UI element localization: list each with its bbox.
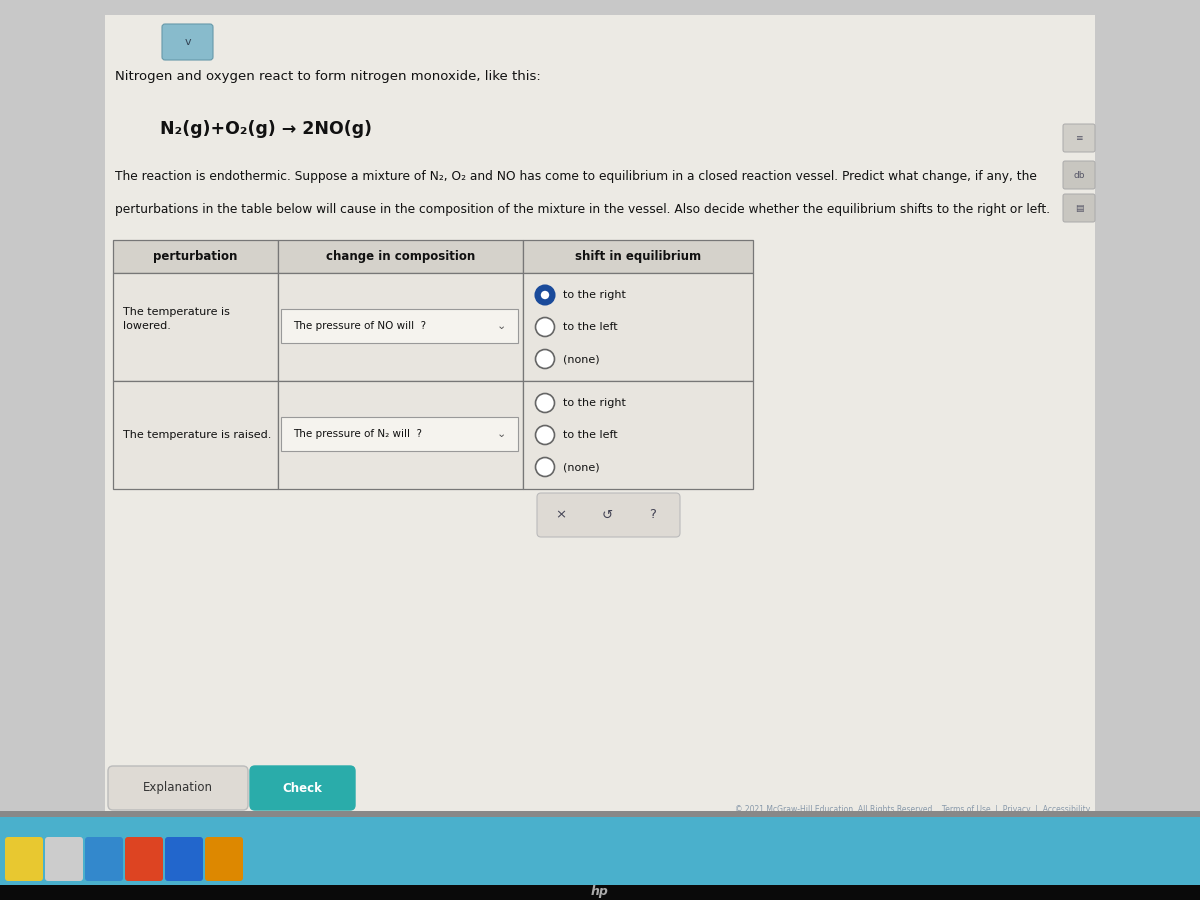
- FancyBboxPatch shape: [108, 766, 248, 810]
- Text: hp: hp: [592, 885, 608, 897]
- Text: The temperature is raised.: The temperature is raised.: [124, 430, 271, 440]
- FancyBboxPatch shape: [46, 837, 83, 881]
- FancyBboxPatch shape: [538, 493, 680, 537]
- Text: The pressure of N₂ will  ?: The pressure of N₂ will ?: [293, 429, 422, 439]
- Text: ↺: ↺: [601, 508, 612, 521]
- Bar: [113, 240, 278, 273]
- Bar: [523, 381, 754, 489]
- Text: The reaction is endothermic. Suppose a mixture of N₂, O₂ and NO has come to equi: The reaction is endothermic. Suppose a m…: [115, 170, 1037, 183]
- Bar: [278, 273, 523, 381]
- Bar: [523, 240, 754, 273]
- Text: v: v: [184, 37, 191, 47]
- Circle shape: [535, 457, 554, 476]
- Text: (none): (none): [563, 462, 600, 472]
- Circle shape: [541, 291, 550, 299]
- Text: change in composition: change in composition: [326, 250, 475, 263]
- Bar: [278, 240, 523, 273]
- Circle shape: [535, 349, 554, 368]
- FancyBboxPatch shape: [85, 837, 124, 881]
- Circle shape: [535, 393, 554, 412]
- Text: ≡: ≡: [1075, 133, 1082, 142]
- Text: Check: Check: [282, 781, 323, 795]
- FancyBboxPatch shape: [281, 309, 518, 343]
- Text: ?: ?: [649, 508, 656, 521]
- FancyBboxPatch shape: [1063, 161, 1096, 189]
- Circle shape: [535, 285, 554, 304]
- FancyBboxPatch shape: [5, 837, 43, 881]
- FancyBboxPatch shape: [162, 24, 214, 60]
- FancyBboxPatch shape: [250, 766, 355, 810]
- Bar: [113, 381, 278, 489]
- Bar: [0, 885, 1200, 900]
- Text: ▤: ▤: [1075, 203, 1084, 212]
- Circle shape: [535, 426, 554, 445]
- FancyBboxPatch shape: [205, 837, 244, 881]
- Bar: [113, 273, 278, 381]
- Text: to the right: to the right: [563, 290, 626, 300]
- Text: The temperature is
lowered.: The temperature is lowered.: [124, 307, 230, 331]
- Bar: [278, 381, 523, 489]
- Text: N₂(g)+O₂(g) → 2NO(g): N₂(g)+O₂(g) → 2NO(g): [160, 120, 372, 138]
- Text: ×: ×: [556, 508, 566, 521]
- Text: © 2021 McGraw-Hill Education. All Rights Reserved.   Terms of Use  |  Privacy  |: © 2021 McGraw-Hill Education. All Rights…: [734, 805, 1090, 814]
- FancyBboxPatch shape: [1063, 194, 1096, 222]
- Bar: [0, 817, 1200, 885]
- Text: ⌄: ⌄: [497, 429, 505, 439]
- Text: perturbations in the table below will cause in the composition of the mixture in: perturbations in the table below will ca…: [115, 203, 1050, 216]
- Text: db: db: [1073, 170, 1085, 179]
- FancyBboxPatch shape: [166, 837, 203, 881]
- FancyBboxPatch shape: [281, 417, 518, 451]
- Bar: [523, 273, 754, 381]
- Text: to the left: to the left: [563, 322, 618, 332]
- Text: to the right: to the right: [563, 398, 626, 408]
- Bar: [0, 811, 1200, 817]
- Text: shift in equilibrium: shift in equilibrium: [575, 250, 701, 263]
- FancyBboxPatch shape: [1063, 124, 1096, 152]
- Text: The pressure of NO will  ?: The pressure of NO will ?: [293, 321, 426, 331]
- Text: Nitrogen and oxygen react to form nitrogen monoxide, like this:: Nitrogen and oxygen react to form nitrog…: [115, 70, 541, 83]
- Text: ⌄: ⌄: [497, 321, 505, 331]
- Text: perturbation: perturbation: [154, 250, 238, 263]
- Text: (none): (none): [563, 354, 600, 364]
- Text: Explanation: Explanation: [143, 781, 214, 795]
- Text: to the left: to the left: [563, 430, 618, 440]
- FancyBboxPatch shape: [125, 837, 163, 881]
- Bar: [106, 15, 1096, 817]
- Circle shape: [535, 318, 554, 337]
